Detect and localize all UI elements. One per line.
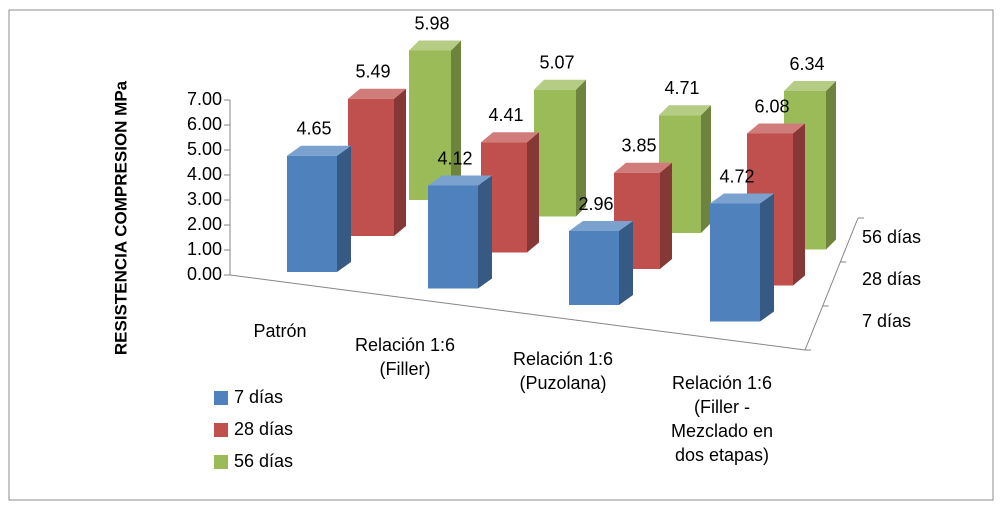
bar-front (710, 203, 760, 322)
bar (569, 221, 633, 305)
bar-top (428, 175, 492, 186)
y-axis-title: RESISTENCIA COMPRESION MPa (111, 80, 130, 355)
value-label: 2.96 (578, 194, 613, 214)
y-tick-label: 4.00 (187, 164, 222, 184)
value-label: 5.49 (355, 62, 390, 82)
depth-label: 7 días (862, 311, 911, 331)
x-axis (229, 274, 806, 351)
bar-front (287, 155, 337, 272)
bar-front (409, 50, 451, 200)
bar-side (793, 123, 805, 286)
value-label: 4.72 (719, 166, 754, 186)
bar (409, 40, 461, 200)
bar-top (614, 162, 672, 173)
bar-top (784, 81, 836, 91)
bar-front (569, 231, 619, 305)
value-label: 6.08 (754, 96, 789, 116)
value-label: 5.98 (414, 13, 449, 33)
bar (534, 79, 586, 217)
bar-front (534, 89, 576, 217)
bar-front (428, 185, 478, 289)
bar-side (451, 40, 461, 200)
legend-swatch (214, 455, 228, 469)
value-label: 4.12 (437, 148, 472, 168)
bar (348, 88, 406, 236)
bar-top (348, 88, 406, 99)
bar (428, 175, 492, 289)
chart-border (8, 9, 994, 501)
bar (287, 145, 351, 272)
y-tick-label: 6.00 (187, 114, 222, 134)
bar-top (287, 145, 351, 156)
x-tick-label: Patrón (253, 321, 306, 341)
y-tick-label: 2.00 (187, 214, 222, 234)
value-label: 3.85 (621, 136, 656, 156)
bar (614, 162, 672, 269)
legend-label: 56 días (234, 451, 293, 471)
x-tick-label: Relación 1:6 (Filler -Mezclado en dos etap… (671, 373, 773, 465)
value-label: 5.07 (539, 53, 574, 73)
bar-top (659, 105, 711, 116)
legend-label: 28 días (234, 419, 293, 439)
bar-side (619, 221, 633, 305)
y-tick-label: 3.00 (187, 189, 222, 209)
value-label: 6.34 (789, 54, 824, 74)
y-tick-label: 7.00 (187, 89, 222, 109)
legend-label: 7 días (234, 387, 283, 407)
bar (659, 105, 711, 233)
bar-top (569, 221, 633, 231)
bar-side (660, 162, 672, 269)
depth-axis (804, 217, 859, 351)
bar-top (481, 132, 539, 143)
legend-swatch (214, 391, 228, 405)
bar-side (576, 79, 586, 217)
bar (710, 193, 774, 322)
bar-front (348, 98, 394, 236)
value-label: 4.41 (488, 105, 523, 125)
depth-label: 28 días (862, 269, 921, 289)
y-tick-label: 0.00 (187, 264, 222, 284)
bar-side (478, 175, 492, 289)
bar-top (534, 79, 586, 90)
bar-top (747, 123, 805, 134)
bar-side (394, 88, 406, 236)
value-label: 4.65 (296, 119, 331, 139)
x-tick-label: Relación 1:6 (Filler) (355, 335, 455, 379)
bar-top (409, 40, 461, 51)
x-tick-label: Relación 1:6 (Puzolana) (513, 349, 613, 393)
value-label: 4.71 (664, 78, 699, 98)
bar-side (826, 81, 836, 250)
bar-side (527, 132, 539, 253)
depth-label: 56 días (862, 227, 921, 247)
bar-side (701, 105, 711, 233)
bar-top (710, 193, 774, 204)
bar-side (760, 193, 774, 322)
y-tick-label: 5.00 (187, 139, 222, 159)
legend-swatch (214, 423, 228, 437)
bar-side (337, 145, 351, 272)
y-tick-label: 1.00 (187, 239, 222, 259)
